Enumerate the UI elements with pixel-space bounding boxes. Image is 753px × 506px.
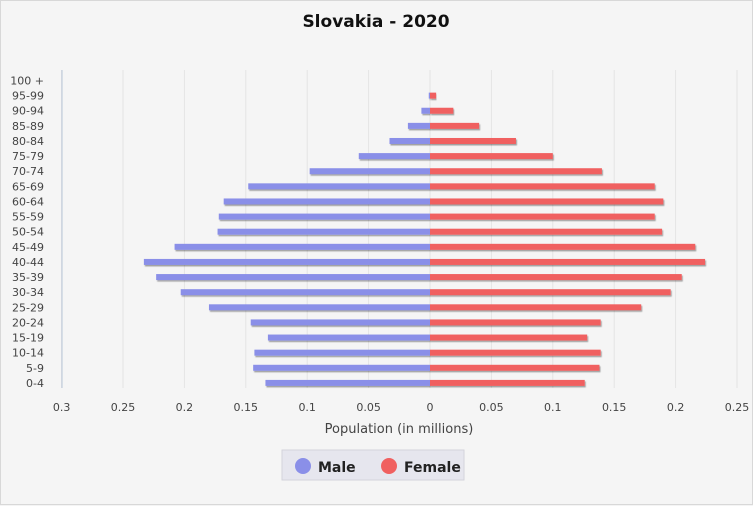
- bar-female[interactable]: [430, 137, 516, 144]
- bar-female[interactable]: [430, 168, 602, 175]
- x-tick-label: 0.3: [53, 401, 71, 414]
- y-tick-label: 0-4: [26, 377, 44, 390]
- y-tick-label: 15-19: [12, 332, 44, 345]
- legend: Male Female: [281, 449, 465, 481]
- y-tick-label: 100 +: [10, 75, 44, 88]
- x-tick-label: 0.25: [725, 401, 750, 414]
- legend-label-female: Female: [404, 460, 461, 476]
- bar-male[interactable]: [174, 243, 430, 250]
- bar-female[interactable]: [430, 334, 588, 341]
- x-tick-label: 0.1: [298, 401, 316, 414]
- bars: [143, 92, 706, 386]
- bar-female[interactable]: [430, 213, 655, 220]
- x-axis-title: Population (in millions): [325, 422, 474, 437]
- y-tick-label: 25-29: [12, 301, 44, 314]
- x-tick-label: 0.15: [602, 401, 627, 414]
- x-tick-label: 0.05: [479, 401, 504, 414]
- x-tick-label: 0.1: [544, 401, 562, 414]
- bar-female[interactable]: [430, 379, 585, 386]
- y-tick-label: 60-64: [12, 195, 44, 208]
- bar-male[interactable]: [250, 319, 430, 326]
- bar-male[interactable]: [309, 168, 430, 175]
- bar-female[interactable]: [430, 153, 553, 160]
- bar-male[interactable]: [223, 198, 430, 205]
- y-axis-labels: 0-4 5-9 10-14 15-19 20-24 25-29 30-34 35-39 40-4…: [10, 75, 44, 390]
- x-tick-label: 0: [427, 401, 434, 414]
- legend-box: [281, 449, 465, 481]
- chart-title: Slovakia - 2020: [302, 12, 449, 32]
- x-tick-label: 0.2: [667, 401, 685, 414]
- bar-male[interactable]: [248, 183, 430, 190]
- bar-female[interactable]: [430, 274, 682, 281]
- bar-female[interactable]: [430, 107, 454, 114]
- bar-female[interactable]: [430, 364, 600, 371]
- legend-label-male: Male: [318, 460, 356, 476]
- y-tick-label: 45-49: [12, 241, 44, 254]
- bar-female[interactable]: [430, 228, 663, 235]
- y-tick-label: 70-74: [12, 165, 44, 178]
- bar-male[interactable]: [265, 379, 430, 386]
- x-axis-labels: 0.3 0.25 0.2 0.15 0.1 0.05 0 0.05 0.1 0.15 0.2 0.25: [53, 401, 749, 414]
- bar-male[interactable]: [389, 137, 430, 144]
- y-tick-label: 30-34: [12, 286, 44, 299]
- legend-marker-male: [295, 458, 311, 474]
- bar-female[interactable]: [430, 258, 706, 265]
- bar-female[interactable]: [430, 349, 601, 356]
- bar-male[interactable]: [180, 289, 430, 296]
- x-tick-label: 0.05: [356, 401, 381, 414]
- bar-female[interactable]: [430, 92, 437, 99]
- bar-male[interactable]: [217, 228, 430, 235]
- y-tick-label: 85-89: [12, 120, 44, 133]
- bar-male[interactable]: [254, 349, 430, 356]
- bar-male[interactable]: [156, 274, 430, 281]
- y-tick-label: 20-24: [12, 316, 44, 329]
- y-tick-label: 95-99: [12, 90, 44, 103]
- bar-female[interactable]: [430, 243, 696, 250]
- y-tick-label: 40-44: [12, 256, 44, 269]
- y-tick-label: 50-54: [12, 226, 44, 239]
- x-tick-label: 0.25: [111, 401, 136, 414]
- x-tick-label: 0.2: [176, 401, 194, 414]
- bar-female[interactable]: [430, 304, 642, 311]
- y-tick-label: 75-79: [12, 150, 44, 163]
- legend-item-male[interactable]: Male: [295, 458, 356, 476]
- y-tick-label: 10-14: [12, 347, 44, 360]
- legend-item-female[interactable]: Female: [381, 458, 461, 476]
- bar-female[interactable]: [430, 319, 601, 326]
- y-tick-label: 35-39: [12, 271, 44, 284]
- x-tick-label: 0.15: [234, 401, 259, 414]
- bar-male[interactable]: [428, 92, 430, 99]
- bar-male[interactable]: [208, 304, 430, 311]
- bar-male[interactable]: [421, 107, 430, 114]
- bar-female[interactable]: [430, 183, 655, 190]
- bar-female[interactable]: [430, 289, 671, 296]
- y-tick-label: 5-9: [26, 362, 44, 375]
- bar-male[interactable]: [407, 122, 430, 129]
- bar-male[interactable]: [253, 364, 430, 371]
- y-tick-label: 65-69: [12, 180, 44, 193]
- bar-male[interactable]: [358, 153, 430, 160]
- bar-female[interactable]: [430, 122, 480, 129]
- y-tick-label: 55-59: [12, 211, 44, 224]
- bar-male[interactable]: [218, 213, 430, 220]
- legend-marker-female: [381, 458, 397, 474]
- bar-female[interactable]: [430, 198, 664, 205]
- y-tick-label: 90-94: [12, 105, 44, 118]
- y-tick-label: 80-84: [12, 135, 44, 148]
- bar-male[interactable]: [267, 334, 430, 341]
- bar-male[interactable]: [143, 258, 430, 265]
